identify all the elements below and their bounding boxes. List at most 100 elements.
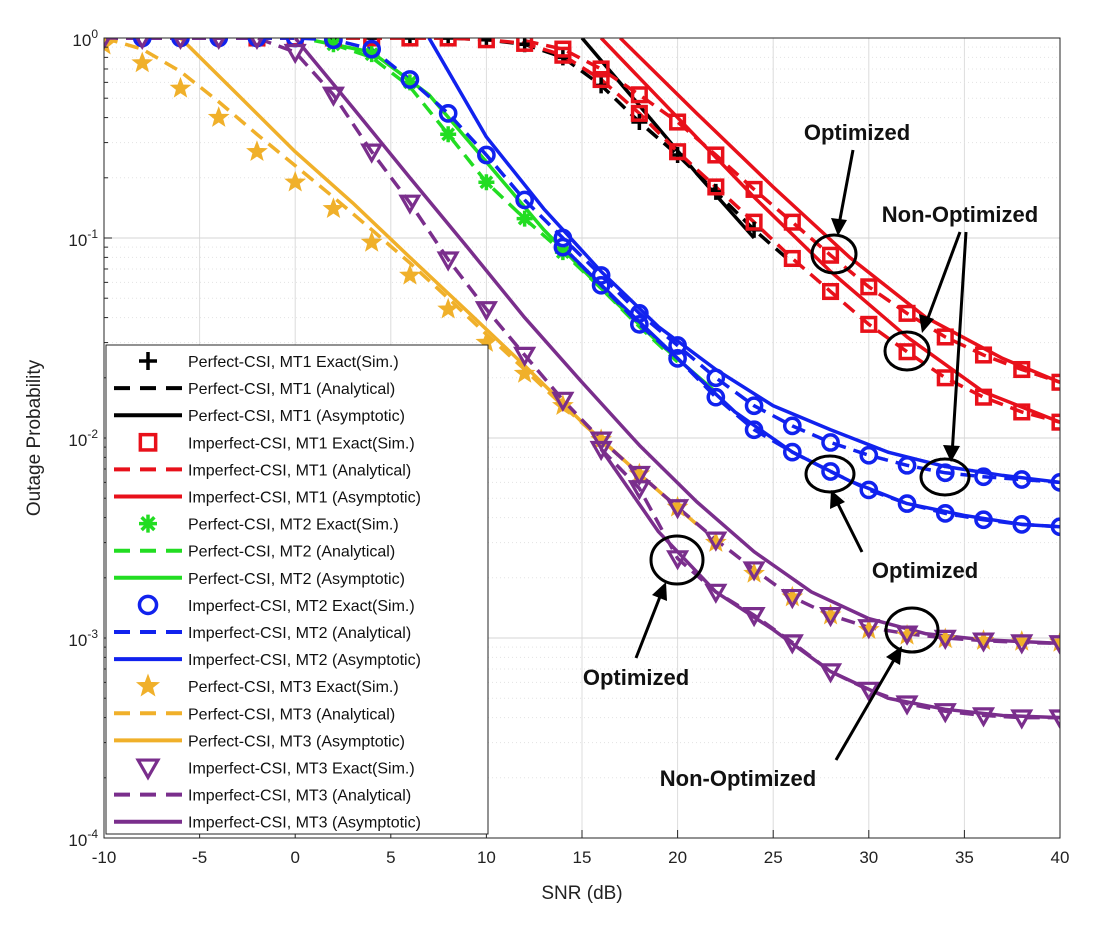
legend-item: Imperfect-CSI, MT2 (Analytical)	[114, 625, 411, 642]
series-19-dashed-line	[104, 38, 679, 509]
x-axis-title: SNR (dB)	[541, 883, 622, 904]
data-point	[516, 210, 533, 227]
data-point	[933, 629, 957, 651]
data-point	[744, 396, 764, 416]
data-point	[324, 38, 343, 50]
legend-label: Imperfect-CSI, MT3 (Asymptotic)	[188, 815, 421, 832]
legend-marker	[139, 352, 157, 370]
arrowhead-mt2-optimized	[830, 490, 845, 509]
data-point	[246, 140, 268, 161]
legend-label: Imperfect-CSI, MT2 (Analytical)	[188, 625, 411, 642]
data-point	[1013, 360, 1031, 379]
y-tick-label: 10-1	[68, 227, 98, 250]
legend-label: Imperfect-CSI, MT1 Exact(Sim.)	[188, 435, 415, 452]
annotation-circle-mt1-optimized	[810, 233, 858, 275]
arrowhead-mt2-nonoptimized	[943, 445, 960, 462]
data-point	[822, 246, 840, 264]
data-point	[974, 510, 993, 530]
data-point	[933, 703, 957, 724]
legend-marker	[135, 758, 161, 781]
data-point	[895, 625, 919, 646]
legend-marker	[138, 432, 158, 452]
data-point	[250, 38, 264, 51]
legend-item: Imperfect-CSI, MT2 (Asymptotic)	[114, 652, 421, 669]
y-tick-label: 10-2	[68, 427, 98, 450]
legend-item: Perfect-CSI, MT1 (Asymptotic)	[114, 408, 405, 425]
data-point	[859, 480, 879, 500]
data-point	[437, 297, 460, 319]
data-point	[474, 301, 498, 322]
legend-label: Perfect-CSI, MT2 (Analytical)	[188, 544, 395, 561]
legend-label: Imperfect-CSI, MT2 (Asymptotic)	[188, 652, 421, 669]
x-tick-label: 20	[668, 848, 687, 867]
legend-label: Imperfect-CSI, MT3 Exact(Sim.)	[188, 761, 415, 778]
series-23-line	[293, 38, 1060, 646]
legend-item: Perfect-CSI, MT1 (Analytical)	[114, 381, 395, 398]
data-point	[135, 38, 150, 51]
data-point	[971, 632, 996, 653]
series-7-dashed-line	[524, 38, 1060, 384]
data-point	[478, 174, 495, 191]
data-point	[821, 462, 840, 481]
data-point	[589, 431, 613, 452]
data-point	[1012, 470, 1032, 489]
series-21-markers	[104, 38, 1060, 656]
data-point	[897, 494, 917, 513]
data-point	[860, 278, 878, 296]
y-axis-title: Outage Probability	[24, 359, 45, 516]
annotation-circle-mt3-optimized	[649, 534, 705, 586]
data-point	[554, 244, 571, 261]
data-point	[783, 249, 801, 268]
data-point	[935, 504, 955, 523]
data-point	[399, 263, 421, 285]
data-point	[627, 465, 651, 487]
legend-label: Perfect-CSI, MT1 Exact(Sim.)	[188, 354, 399, 371]
data-point	[360, 231, 383, 252]
x-tick-label: -5	[192, 848, 207, 867]
data-point	[745, 213, 763, 231]
arrow-mt2-optimized	[833, 497, 864, 553]
data-point	[516, 38, 534, 52]
legend-label: Perfect-CSI, MT3 (Analytical)	[188, 706, 395, 723]
legend-marker	[135, 673, 161, 697]
data-point	[630, 315, 649, 334]
legend-label: Imperfect-CSI, MT3 (Analytical)	[188, 788, 411, 805]
data-point	[669, 143, 687, 161]
data-point	[173, 38, 188, 51]
x-tick-label: 5	[386, 848, 395, 867]
data-point	[783, 213, 801, 231]
data-point	[398, 194, 422, 215]
legend-label: Imperfect-CSI, MT1 (Asymptotic)	[188, 490, 421, 507]
x-tick-label: 0	[290, 848, 299, 867]
legend-label: Perfect-CSI, MT1 (Asymptotic)	[188, 408, 405, 425]
arrowhead-mt1-optimized	[831, 218, 847, 236]
annotation-label-non-optimized-upper: Non-Optimized	[882, 202, 1038, 227]
data-point	[362, 39, 382, 59]
series-20-line	[179, 38, 698, 526]
data-point	[513, 362, 536, 383]
x-tick-label: 30	[859, 848, 878, 867]
data-point	[819, 663, 843, 684]
data-point	[1010, 634, 1034, 655]
data-point	[436, 251, 460, 272]
legend-label: Perfect-CSI, MT1 (Analytical)	[188, 381, 395, 398]
annotation-circle-mt1-nonoptimized	[883, 330, 931, 372]
arrowhead-mt3-optimized	[652, 582, 667, 601]
data-point	[1048, 709, 1060, 730]
legend-item: Imperfect-CSI, MT1 (Asymptotic)	[114, 490, 421, 507]
y-tick-label: 100	[72, 27, 98, 50]
data-point	[745, 180, 763, 198]
data-point	[438, 104, 458, 123]
legend-label: Imperfect-CSI, MT2 Exact(Sim.)	[188, 598, 415, 615]
data-point	[668, 336, 687, 355]
y-tick-label: 10-4	[68, 827, 98, 850]
x-tick-label: -10	[92, 848, 117, 867]
annotation-circle-mt3-nonoptimized	[884, 606, 940, 654]
data-point	[513, 346, 537, 368]
data-point	[704, 531, 728, 552]
legend-item: Perfect-CSI, MT2 (Asymptotic)	[114, 571, 405, 588]
data-point	[935, 463, 955, 483]
legend-label: Perfect-CSI, MT3 (Asymptotic)	[188, 733, 405, 750]
data-point	[551, 391, 575, 412]
data-point	[592, 70, 610, 89]
